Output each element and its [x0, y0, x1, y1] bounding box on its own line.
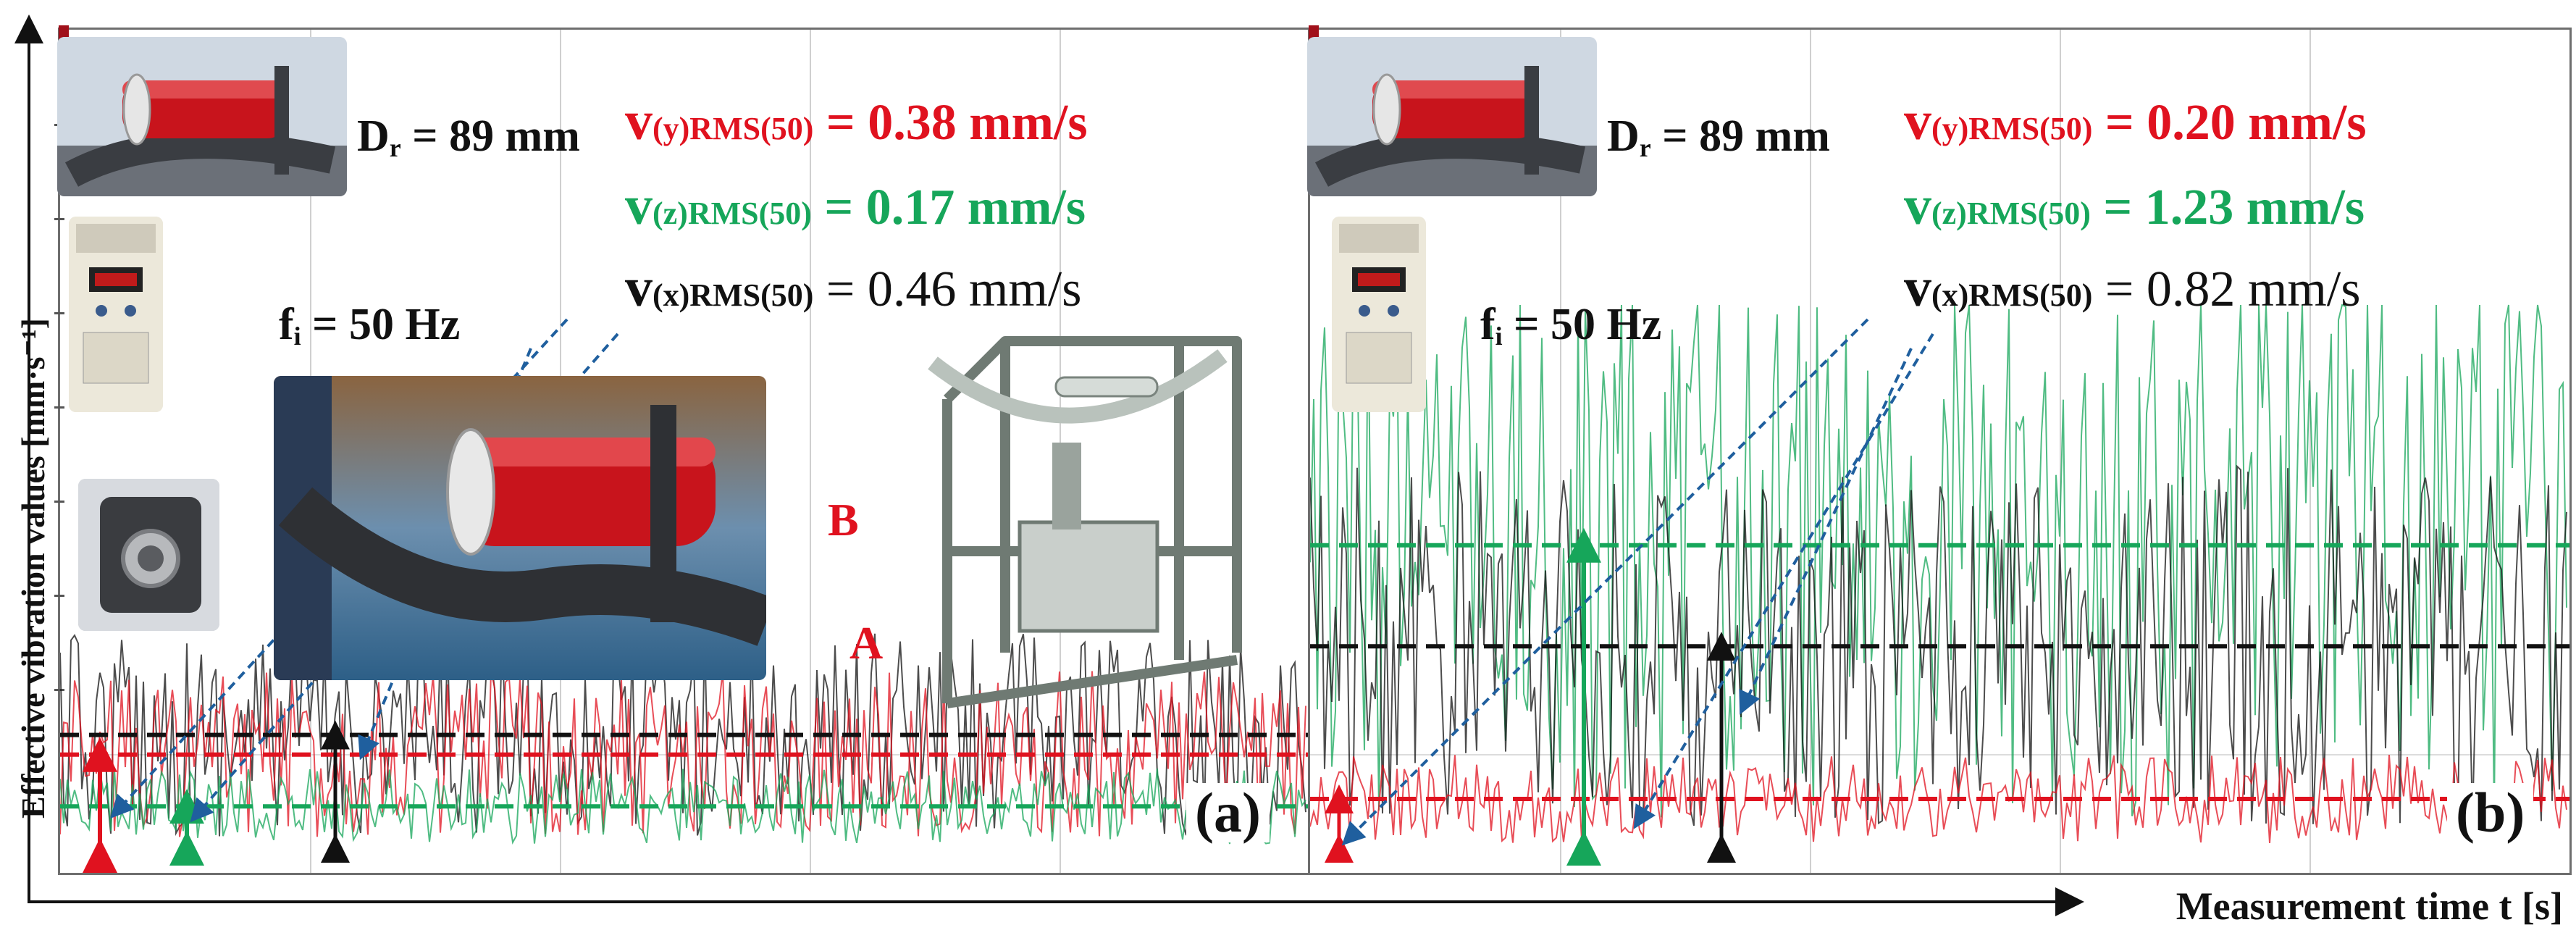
sensor-position-b-label: B: [828, 494, 859, 545]
eq-vz-rms: v(z)RMS(50) = 0.17 mm/s: [625, 175, 1086, 236]
eq-vy-rms: v(y)RMS(50) = 0.38 mm/s: [625, 91, 1088, 151]
eq-vz-rms: v(z)RMS(50) = 1.23 mm/s: [1904, 175, 2365, 236]
supply-frequency-label: fi = 50 Hz: [279, 300, 461, 351]
y-tick: [54, 312, 64, 314]
eq-vx-rms: v(x)RMS(50) = 0.82 mm/s: [1904, 257, 2361, 318]
frequency-inverter-photo: [69, 217, 163, 412]
panel-b: Dr = 89 mm fi = 50 Hz v(y)RMS(50) = 0.20…: [1307, 25, 2572, 875]
x-axis-label: Measurement time t [s]: [2176, 884, 2563, 928]
idler-roller-photo: [57, 37, 347, 196]
corner-mark: [1309, 25, 1319, 40]
roller-diameter-label: Dr = 89 mm: [357, 112, 580, 162]
panel-a-tag: (a): [1186, 783, 1270, 842]
roller-diameter-label: Dr = 89 mm: [1607, 112, 1830, 162]
trace-v(z)RMS(50): [1310, 304, 2567, 818]
leader-line: [110, 318, 569, 819]
trace-v(x)RMS(50): [1310, 464, 2567, 826]
grid-line: [1310, 754, 2569, 755]
trace-v(y)RMS(50): [1310, 755, 2567, 843]
leader-line: [1739, 348, 1913, 715]
idler-roller-photo: [1307, 37, 1597, 196]
idler-roller-closeup-photo: [274, 376, 766, 680]
grid-line: [1810, 30, 1811, 873]
grid-line: [2060, 30, 2061, 873]
y-axis-label: Effective vibration values [mm·s⁻¹]: [14, 318, 51, 819]
plot-area-b: [1310, 304, 2569, 866]
grid-line: [2309, 30, 2311, 873]
supply-frequency-label: fi = 50 Hz: [1480, 300, 1662, 351]
sensor-position-a-label: A: [849, 617, 884, 669]
accelerometer-photo: [78, 479, 219, 631]
frequency-inverter-photo: [1332, 217, 1426, 412]
leader-line: [1633, 332, 1934, 829]
panel-b-tag: (b): [2447, 783, 2534, 842]
y-tick: [54, 501, 64, 503]
eq-vx-rms: v(x)RMS(50) = 0.46 mm/s: [625, 257, 1082, 318]
y-tick: [54, 406, 64, 409]
eq-vy-rms: v(y)RMS(50) = 0.20 mm/s: [1904, 91, 2367, 151]
y-tick: [54, 595, 64, 597]
grid-line: [810, 30, 811, 873]
panel-a: Dr = 89 mm fi = 50 Hz: [54, 25, 1311, 875]
trace-v(z)RMS(50): [60, 769, 1306, 845]
leader-line: [1341, 318, 1869, 846]
test-stand-drawing: [904, 312, 1280, 718]
y-tick: [54, 689, 64, 691]
y-tick: [54, 218, 64, 220]
grid-line: [1560, 30, 1561, 873]
corner-mark: [59, 25, 69, 40]
